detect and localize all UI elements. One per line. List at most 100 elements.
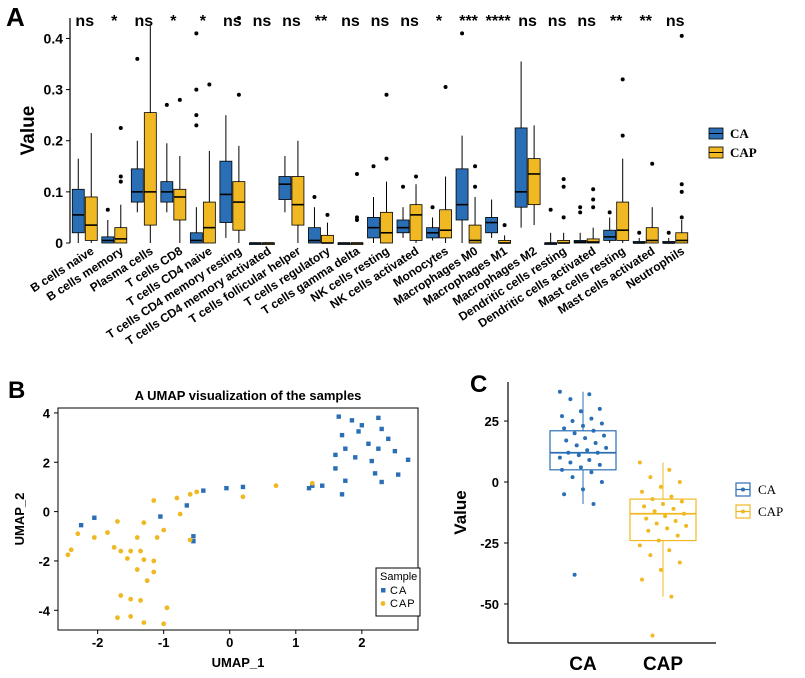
box-cap (675, 232, 689, 244)
point-ca (392, 448, 398, 454)
x-tick-label: -1 (158, 635, 170, 650)
box-ca (71, 188, 85, 234)
significance-label: ns (400, 13, 419, 30)
point-ca (320, 483, 325, 488)
box-ca (396, 219, 410, 234)
point-cap (273, 483, 279, 489)
outlier-point (679, 189, 684, 194)
box-ca (455, 168, 469, 221)
outlier-point (118, 179, 123, 184)
outlier-point (105, 207, 110, 212)
point-cap (134, 535, 140, 540)
box-cap (232, 181, 246, 231)
y-tick-label: -50 (480, 597, 499, 612)
point-cap (177, 511, 183, 517)
box-cap (468, 224, 482, 244)
outlier-point (430, 205, 435, 210)
legend-title: Sample (380, 571, 417, 583)
outlier-point (207, 82, 212, 87)
legend-key-dot (741, 509, 745, 514)
jitter-point-cap (658, 567, 663, 572)
box-cap (321, 234, 334, 244)
jitter-point-ca (560, 467, 564, 472)
outlier-point (177, 97, 182, 102)
point-ca (336, 414, 341, 419)
x-tick-label: 1 (292, 635, 299, 650)
significance-label: ns (253, 13, 272, 30)
outlier-point (194, 31, 199, 36)
point-ca (339, 432, 345, 438)
significance-label: ** (315, 13, 328, 30)
y-tick-label: 0 (43, 505, 50, 520)
x-axis-title: UMAP_1 (212, 655, 265, 670)
outlier-point (460, 31, 465, 36)
significance-label: **** (486, 13, 512, 30)
jitter-point-ca (587, 392, 592, 397)
jitter-point-cap (684, 523, 689, 528)
point-ca (184, 503, 190, 508)
point-cap (91, 535, 97, 540)
jitter-point-ca (591, 428, 596, 433)
point-cap (118, 548, 124, 554)
outlier-point (620, 133, 625, 138)
jitter-point-cap (652, 509, 657, 514)
jitter-point-cap (682, 511, 686, 516)
outlier-point (236, 16, 241, 20)
y-axis-title: Value (451, 490, 470, 534)
outlier-point (118, 125, 123, 130)
jitter-point-cap (669, 594, 674, 599)
y-tick-label: 0.3 (44, 82, 64, 98)
box-cap (202, 201, 216, 244)
outlier-point (679, 215, 684, 220)
point-ca (379, 479, 384, 485)
y-tick-label: 0 (492, 475, 499, 490)
outlier-point (578, 205, 583, 210)
jitter-point-cap (665, 526, 670, 531)
significance-label: ** (639, 13, 652, 30)
point-ca (359, 423, 365, 428)
box-ca (485, 217, 498, 234)
jitter-point-ca (585, 448, 590, 453)
legend-label-cap: CAP (390, 598, 416, 610)
jitter-point-ca (593, 440, 598, 445)
point-cap (138, 598, 143, 603)
outlier-point (679, 182, 684, 187)
jitter-point-cap (663, 514, 668, 519)
significance-label: ns (371, 13, 390, 30)
box-cap (645, 227, 659, 244)
y-tick-label: 0.4 (44, 30, 64, 46)
box-cap (586, 238, 600, 244)
jitter-point-ca (599, 480, 604, 485)
jitter-point-cap (667, 548, 672, 553)
point-cap (164, 605, 170, 611)
jitter-point-ca (595, 450, 600, 455)
outlier-point (620, 77, 625, 82)
point-ca (92, 515, 97, 520)
outlier-point (384, 156, 389, 161)
significance-label: ** (610, 13, 623, 30)
point-cap (144, 578, 150, 584)
significance-label: ns (75, 13, 94, 30)
jitter-point-ca (572, 572, 577, 577)
point-ca (310, 483, 315, 488)
point-ca (191, 534, 196, 539)
significance-label: ns (518, 13, 537, 30)
jitter-point-ca (578, 465, 583, 470)
y-tick-label: 25 (485, 414, 499, 429)
box-ca (549, 430, 617, 471)
point-cap (138, 548, 143, 554)
point-cap (65, 552, 71, 558)
jitter-point-cap (671, 506, 676, 511)
point-cap (141, 620, 147, 625)
point-ca (366, 441, 371, 446)
box-cap (84, 196, 98, 241)
point-cap (111, 544, 117, 550)
point-cap (75, 531, 81, 537)
plot-frame (57, 407, 419, 631)
point-cap (151, 498, 157, 503)
y-tick-label: 4 (43, 406, 51, 421)
point-cap (151, 569, 157, 575)
box-cap (114, 227, 128, 244)
point-ca (240, 484, 246, 490)
jitter-point-cap (656, 538, 661, 543)
